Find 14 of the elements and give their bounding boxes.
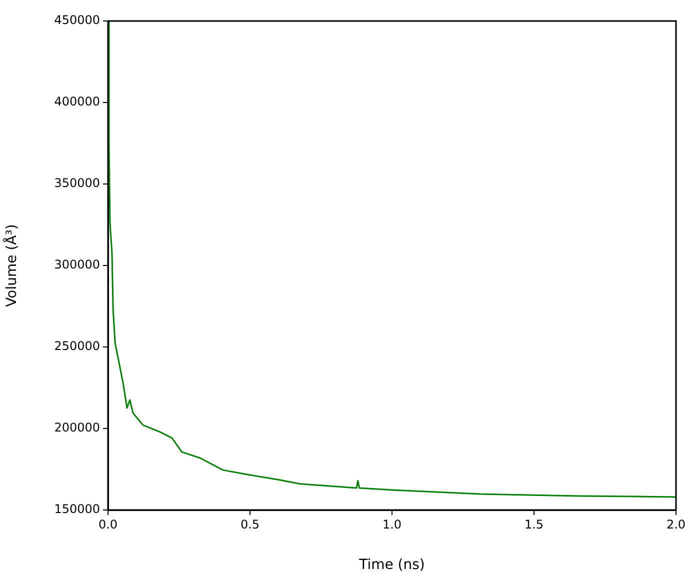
x-tick-label: 0.5 [240, 517, 260, 532]
x-tick-label: 0.0 [98, 517, 118, 532]
y-tick-label: 400000 [54, 94, 100, 109]
y-tick-label: 350000 [54, 176, 100, 190]
x-axis-title: Time (ns) [358, 557, 425, 574]
y-tick-label: 150000 [54, 502, 100, 516]
y-tick-label: 450000 [54, 13, 100, 28]
y-axis-title: Volume (Å³) [3, 224, 20, 307]
x-tick-label: 1.5 [524, 517, 544, 532]
x-tick-label: 2.0 [666, 517, 686, 532]
y-tick-label: 300000 [54, 258, 100, 272]
y-tick-label: 200000 [54, 420, 100, 435]
y-tick-label: 250000 [54, 339, 100, 354]
x-tick-label: 1.0 [382, 517, 402, 532]
